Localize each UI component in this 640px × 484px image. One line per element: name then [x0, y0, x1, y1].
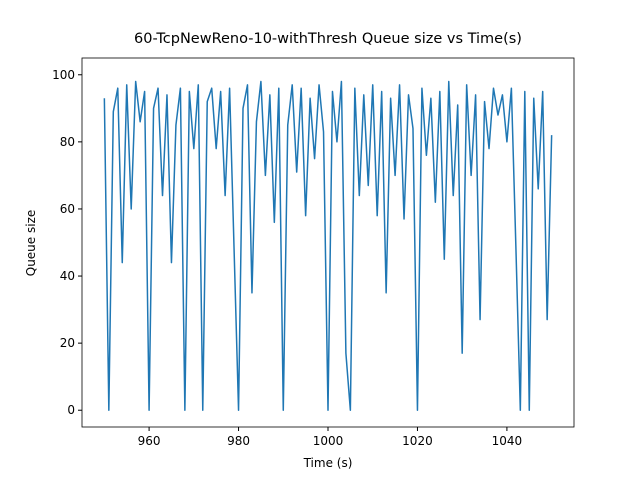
chart-title: 60-TcpNewReno-10-withThresh Queue size v…	[134, 31, 522, 47]
x-tick-label: 980	[227, 434, 250, 448]
y-axis-label: Queue size	[24, 210, 38, 277]
plot-frame	[81, 57, 575, 428]
x-axis-label: Time (s)	[303, 456, 353, 470]
y-tick-label: 40	[60, 269, 75, 283]
x-tick-label: 1000	[313, 434, 344, 448]
y-tick-label: 100	[52, 68, 75, 82]
x-tick-label: 1040	[492, 434, 523, 448]
x-tick-label: 1020	[402, 434, 433, 448]
y-tick-label: 80	[60, 135, 75, 149]
y-tick-label: 20	[60, 336, 75, 350]
x-tick-label: 960	[138, 434, 161, 448]
y-tick-label: 0	[67, 403, 75, 417]
data-line	[103, 80, 553, 411]
y-tick-label: 60	[60, 202, 75, 216]
